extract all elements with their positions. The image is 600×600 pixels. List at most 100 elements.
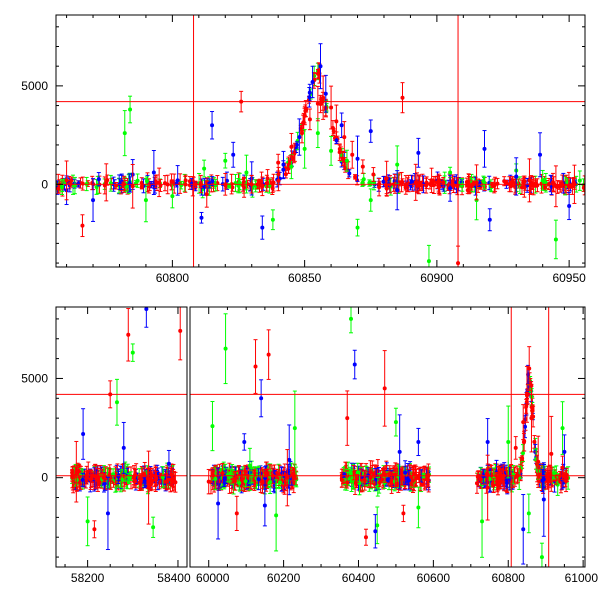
bottom-point-red <box>253 339 258 394</box>
bottom-y-tick-label: 5000 <box>21 371 48 385</box>
bottom-point-red <box>529 383 534 453</box>
top-noise-point <box>530 178 535 191</box>
top-point-red <box>400 82 405 114</box>
top-y-tick-label: 5000 <box>21 79 48 93</box>
bottom-data-points <box>74 307 567 567</box>
bottom-x-tick-label: 58400 <box>157 571 191 585</box>
bottom-noise-point <box>277 475 282 490</box>
top-point-green <box>426 244 431 267</box>
top-point-green <box>270 209 275 231</box>
bottom-point-blue <box>105 476 110 551</box>
bottom-y-tick-label: 0 <box>41 471 48 485</box>
top-noise-point <box>392 173 397 194</box>
top-reference-lines <box>56 15 585 267</box>
bottom-x-tick-label: 60800 <box>492 571 526 585</box>
bottom-noise-clip <box>208 372 571 497</box>
top-noise-point <box>347 169 352 178</box>
top-axis-ticks: 60800 60850 60900 60950 0 5000 <box>21 15 586 285</box>
top-noise-point <box>337 144 342 154</box>
bottom-noise-point <box>552 466 557 480</box>
bottom-points-clip <box>74 307 183 551</box>
top-point-red <box>329 85 334 130</box>
bottom-point-green <box>348 307 353 334</box>
bottom-reference-lines <box>56 307 585 567</box>
top-point-blue <box>199 211 204 224</box>
top-point-blue <box>297 118 302 156</box>
top-x-tick-label: 60950 <box>552 271 586 285</box>
bottom-noise-point <box>425 467 430 488</box>
top-point-blue <box>210 111 215 140</box>
bottom-noise-point <box>268 470 273 495</box>
top-point-red <box>321 75 326 120</box>
bottom-point-green <box>114 378 119 426</box>
top-noise-point <box>230 183 235 192</box>
top-point-red <box>474 164 479 201</box>
bottom-noise-point <box>232 471 237 491</box>
top-point-blue <box>339 112 344 138</box>
top-noise-point <box>377 180 382 188</box>
top-point-blue <box>91 178 96 222</box>
top-noise-point <box>139 183 144 190</box>
bottom-noise-point <box>90 471 95 480</box>
top-point-blue <box>151 149 156 196</box>
bottom-x-tick-label: 58200 <box>71 571 105 585</box>
top-point-green <box>329 135 334 166</box>
top-point-blue <box>487 208 492 232</box>
bottom-point-blue <box>81 408 86 460</box>
top-point-red <box>315 85 320 122</box>
top-point-red <box>183 174 188 187</box>
bottom-noise-point <box>279 474 284 487</box>
bottom-point-red <box>92 520 97 539</box>
bottom-noise-point <box>351 465 356 481</box>
bottom-noise-point <box>137 474 142 492</box>
top-point-blue <box>482 130 487 168</box>
bottom-point-green <box>506 405 511 479</box>
bottom-point-red <box>126 308 131 362</box>
top-point-red <box>204 180 209 208</box>
top-noise-point <box>513 178 518 189</box>
top-point-blue <box>395 170 400 211</box>
top-point-blue <box>231 141 236 168</box>
bottom-noise-point <box>97 476 102 489</box>
top-point-red <box>80 214 85 238</box>
bottom-x-tick-label: 60200 <box>267 571 301 585</box>
bottom-noise-band <box>70 372 571 497</box>
bottom-point-blue <box>242 433 247 451</box>
top-noise-point <box>114 182 119 190</box>
bottom-point-blue <box>287 424 292 496</box>
top-point-red <box>413 163 418 201</box>
top-point-blue <box>175 165 180 196</box>
bottom-point-blue <box>144 307 149 328</box>
bottom-point-green <box>539 542 544 567</box>
bottom-point-blue <box>166 449 171 478</box>
bottom-point-blue <box>262 484 267 527</box>
top-panel: 60800 60850 60900 60950 0 5000 <box>21 14 586 285</box>
bottom-point-blue <box>541 462 546 537</box>
bottom-point-red <box>513 436 518 460</box>
bottom-point-red <box>521 404 526 441</box>
bottom-noise-point <box>102 473 107 483</box>
bottom-noise-point <box>240 470 245 488</box>
bottom-noise-point <box>403 460 408 485</box>
bottom-noise-point <box>102 475 107 491</box>
bottom-point-green <box>375 506 380 545</box>
top-point-blue <box>567 191 572 221</box>
top-point-blue <box>281 150 286 179</box>
bottom-point-red <box>285 449 290 507</box>
bottom-point-green <box>393 407 398 437</box>
top-point-green <box>143 177 148 223</box>
top-point-green <box>315 118 320 149</box>
top-point-red <box>307 108 312 131</box>
bottom-noise-point <box>345 476 350 489</box>
bottom-noise-point <box>495 475 500 493</box>
top-point-green <box>122 110 127 157</box>
bottom-noise-point <box>520 455 525 462</box>
top-point-green <box>223 152 228 169</box>
bottom-point-green <box>130 343 135 362</box>
bottom-point-red <box>401 504 406 523</box>
bottom-noise-point <box>362 469 367 491</box>
top-point-red <box>64 160 69 201</box>
top-point-green <box>202 159 207 178</box>
